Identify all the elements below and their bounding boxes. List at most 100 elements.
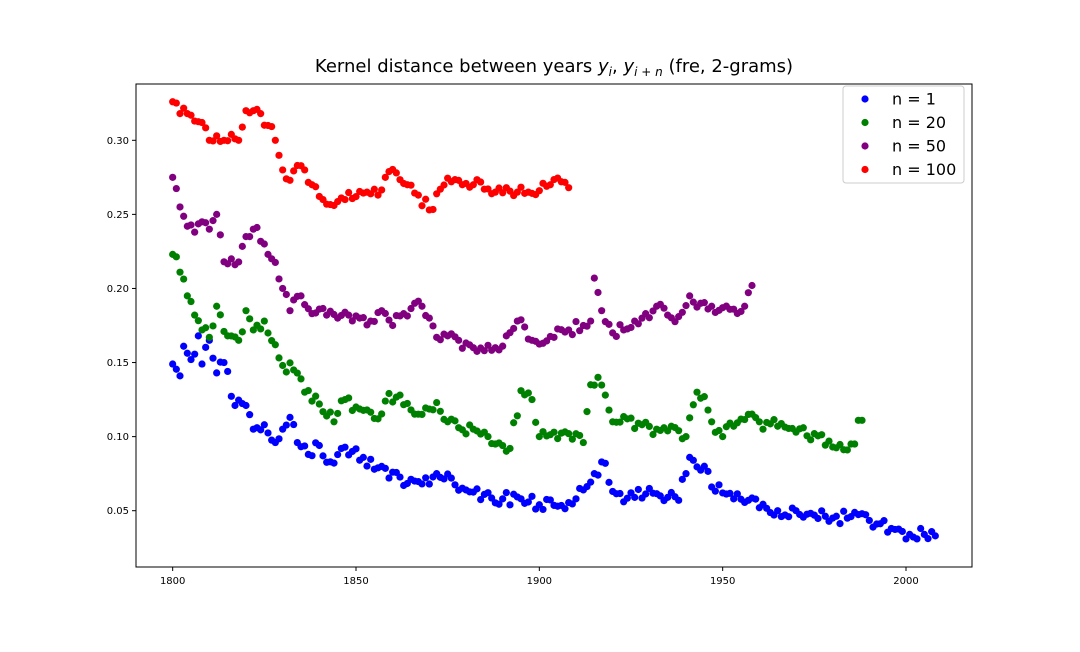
data-point [708,302,716,310]
data-point [429,322,437,330]
legend-marker [861,165,869,174]
data-point [546,181,554,189]
data-point [708,418,716,426]
data-point [282,421,290,429]
data-point [689,456,697,464]
data-point [880,517,888,525]
data-point [282,368,290,376]
data-point [334,409,342,418]
data-point [484,489,492,497]
data-point [836,520,844,528]
data-point [807,436,815,444]
data-point [598,381,606,389]
data-point [568,435,576,443]
data-point [755,418,763,426]
data-point [737,307,745,316]
data-point [290,420,298,429]
data-point [524,389,532,397]
data-point [403,312,411,320]
data-point [741,415,749,424]
data-point [396,391,404,399]
y-tick-label: 0.20 [107,284,129,295]
data-point [187,111,195,119]
data-point [561,178,569,186]
data-point [257,426,265,434]
data-point [785,513,793,521]
data-point [477,178,485,186]
data-point [590,381,598,389]
data-point [616,321,624,329]
data-point [726,489,734,497]
data-point [378,410,386,418]
data-point [191,311,199,319]
data-point [671,318,679,326]
data-point [224,137,232,145]
y-axis: 0.05 0.10 0.15 0.20 0.25 0.30 [107,136,136,517]
series-1 [169,250,866,455]
data-point [436,407,444,415]
data-point [385,316,393,324]
data-point [235,136,243,144]
data-point [224,260,232,268]
data-point [579,438,587,447]
data-point [733,490,741,498]
data-point [345,188,353,197]
series-0 [169,332,939,543]
y-tick-label: 0.25 [107,210,129,221]
data-point [367,455,375,463]
data-point [590,274,598,282]
data-point [352,193,360,201]
data-point [484,432,492,441]
data-point [271,258,279,267]
data-point [257,110,265,118]
data-point [858,416,866,424]
data-point [312,183,320,191]
data-point [180,342,188,350]
data-point [191,350,199,358]
data-point [704,406,712,414]
data-point [224,367,232,376]
data-point [246,315,254,323]
data-point [275,275,283,283]
data-point [389,321,397,330]
data-point [818,507,826,515]
data-point [279,361,287,370]
data-point [601,459,609,467]
data-point [425,314,433,322]
data-point [645,422,653,431]
data-point [407,304,415,313]
data-point [176,372,184,380]
data-point [689,401,697,409]
data-point [682,470,690,478]
data-point [744,289,752,297]
data-point [227,255,235,263]
data-point [517,183,525,191]
data-point [686,414,694,422]
data-point [865,516,873,525]
data-point [202,219,210,227]
data-point [447,474,455,482]
data-point [183,349,191,357]
y-tick-label: 0.10 [107,432,129,443]
data-point [524,498,532,506]
data-point [403,399,411,408]
data-point [840,507,848,515]
data-point [513,188,521,196]
legend-box [842,85,965,184]
data-point [774,507,782,515]
data-point [279,166,287,174]
data-point [271,136,279,144]
data-point [260,421,268,429]
data-point [381,397,389,405]
data-point [209,322,217,330]
data-point [264,429,272,437]
data-point [605,320,613,328]
data-point [275,151,283,159]
legend-label: n = 20 [892,113,946,132]
data-point [499,495,507,503]
data-point [389,398,397,406]
data-point [290,167,298,175]
data-point [202,343,210,351]
data-point [836,440,844,449]
data-point [330,459,338,467]
